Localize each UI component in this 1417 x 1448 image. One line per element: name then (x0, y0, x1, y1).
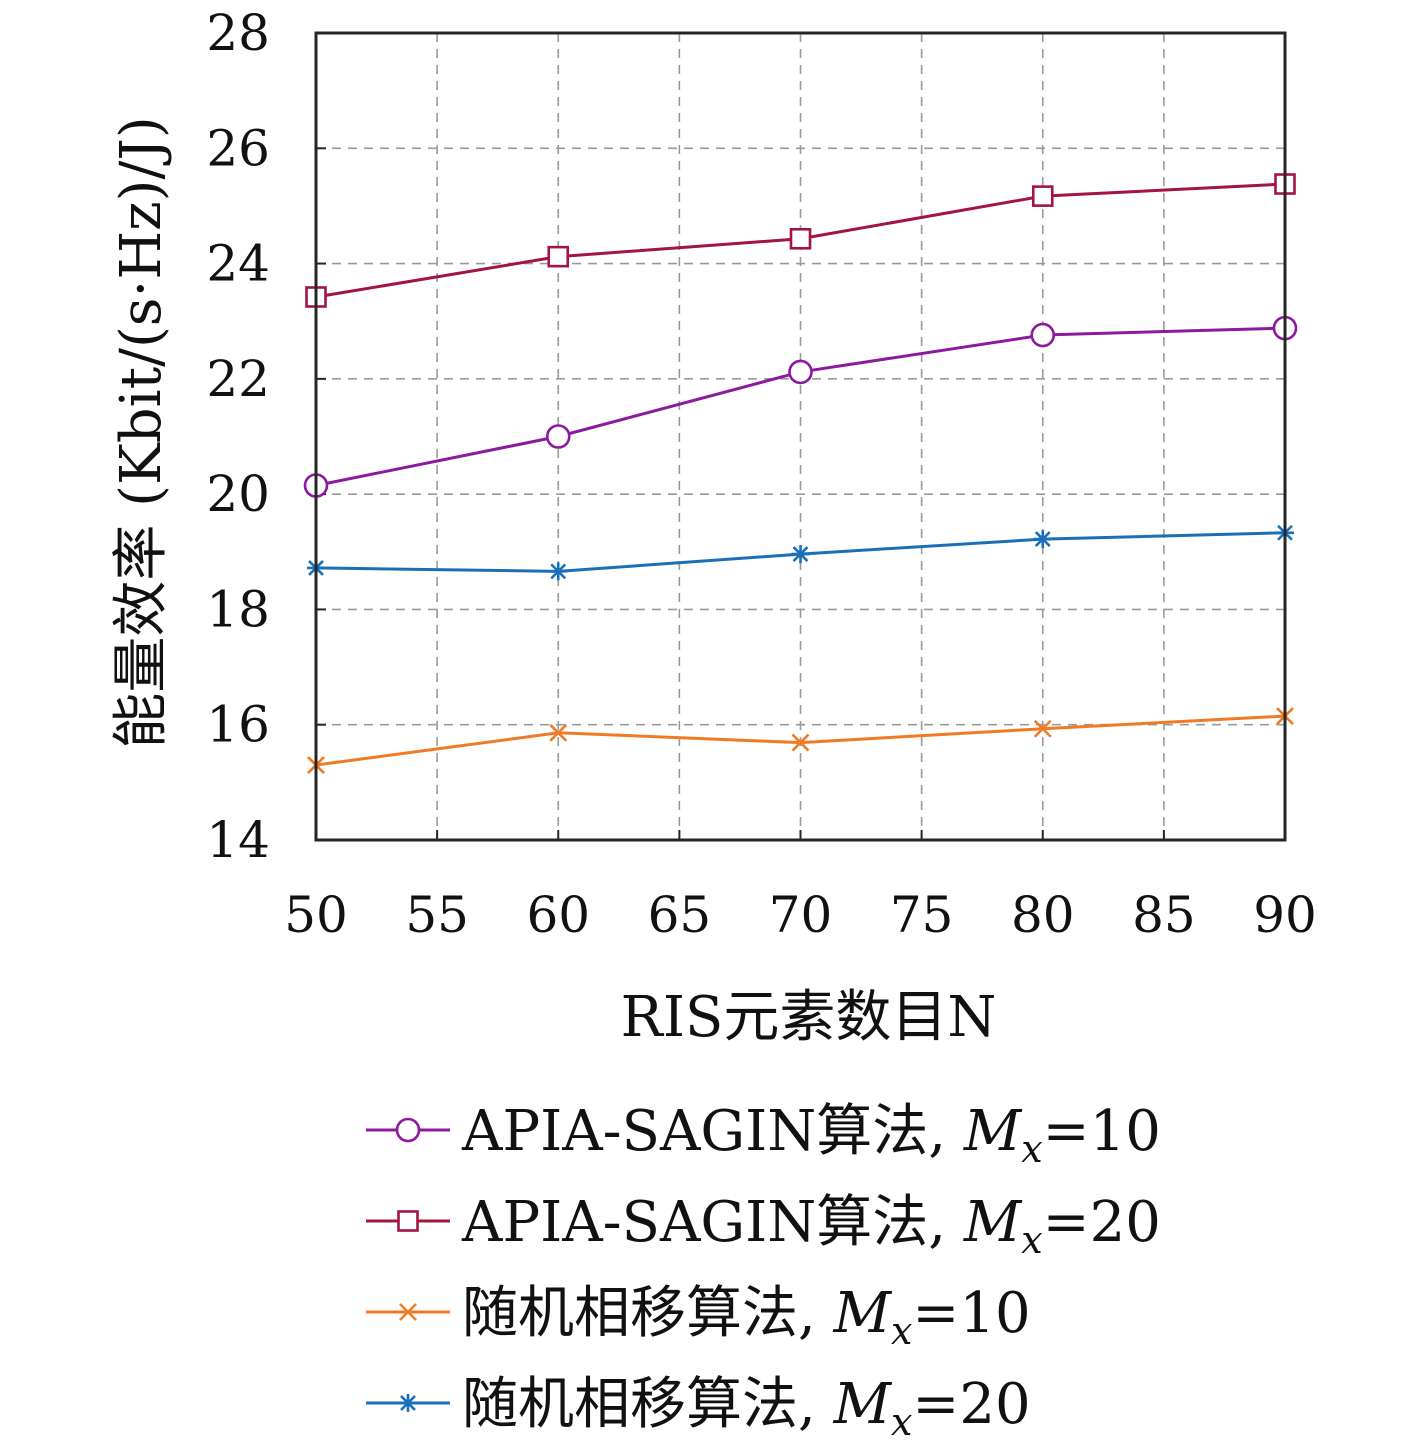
y-tick-label: 16 (206, 696, 270, 754)
legend-label-sub: x (891, 1400, 912, 1444)
y-tick-label: 14 (206, 811, 270, 869)
x-tick-label: 55 (405, 886, 469, 944)
x-tick-label: 80 (1011, 886, 1075, 944)
x-tick-label: 65 (648, 886, 712, 944)
x-tick-label: 70 (769, 886, 833, 944)
data-point-x (1033, 719, 1052, 738)
y-axis-title: 能量效率 (Kbit/(s·Hz)/J) (109, 116, 174, 748)
data-point-square (547, 245, 570, 268)
x-axis-title: RIS元素数目N (621, 985, 997, 1050)
data-point-circle (395, 1117, 421, 1143)
legend-label-var: M (833, 1281, 893, 1346)
legend-item-4: 随机相移算法, Mx=20 (366, 1372, 1031, 1444)
y-tick-label: 24 (206, 235, 270, 293)
legend-item-3: 随机相移算法, Mx=10 (366, 1281, 1031, 1353)
x-tick-label: 60 (526, 886, 590, 944)
legend-label-sub: x (1021, 1127, 1042, 1171)
x-tick-labels: 50 55 60 65 70 75 80 85 90 (284, 886, 1317, 944)
y-tick-label: 18 (206, 580, 270, 638)
legend-item-2: APIA-SAGIN算法, Mx=20 (366, 1190, 1161, 1262)
data-point-square (397, 1210, 419, 1232)
legend-label: APIA-SAGIN算法, Mx=20 (461, 1190, 1161, 1262)
data-point-circle (788, 359, 813, 385)
data-point-circle (545, 424, 571, 449)
legend-label-text: APIA-SAGIN算法, (461, 1190, 964, 1255)
legend-label-var: M (963, 1099, 1023, 1164)
x-tick-label: 90 (1253, 886, 1317, 944)
legend-label: 随机相移算法, Mx=20 (462, 1372, 1031, 1444)
legend-label-text: 随机相移算法, (462, 1281, 834, 1346)
data-point-x (549, 723, 568, 742)
legend-label-value: =20 (1043, 1190, 1161, 1255)
x-tick-label: 50 (284, 886, 348, 944)
data-point-circle (1030, 322, 1056, 348)
y-tick-labels: 14 16 18 20 22 24 26 28 (206, 4, 270, 869)
legend-label-var: M (963, 1190, 1023, 1255)
y-tick-label: 26 (206, 119, 270, 177)
legend-label-value: =10 (912, 1281, 1030, 1346)
x-tick-label: 75 (890, 886, 954, 944)
legend-label-value: =20 (912, 1372, 1030, 1437)
data-point-x (399, 1303, 417, 1321)
legend-label-text: APIA-SAGIN算法, (461, 1099, 964, 1164)
y-tick-label: 22 (206, 350, 270, 408)
legend-label-sub: x (891, 1309, 912, 1353)
data-point-square (1031, 185, 1054, 207)
legend-label-text: 随机相移算法, (462, 1372, 834, 1437)
legend-item-1: APIA-SAGIN算法, Mx=10 (366, 1099, 1161, 1171)
plot-frame (314, 31, 1287, 842)
x-tick-label: 85 (1132, 886, 1196, 944)
y-tick-label: 28 (206, 4, 270, 62)
legend-label-var: M (833, 1372, 893, 1437)
data-point-asterisk (549, 562, 568, 581)
data-point-asterisk (1033, 530, 1052, 549)
data-point-asterisk (399, 1394, 417, 1412)
y-tick-label: 20 (206, 465, 270, 523)
data-point-asterisk (791, 545, 810, 564)
data-point-x (791, 733, 810, 752)
legend-label: APIA-SAGIN算法, Mx=10 (461, 1099, 1161, 1171)
legend-label: 随机相移算法, Mx=10 (462, 1281, 1031, 1353)
data-point-square (789, 227, 812, 250)
legend-label-value: =10 (1043, 1099, 1161, 1164)
grid-lines (315, 32, 1286, 841)
legend-label-sub: x (1021, 1218, 1042, 1262)
